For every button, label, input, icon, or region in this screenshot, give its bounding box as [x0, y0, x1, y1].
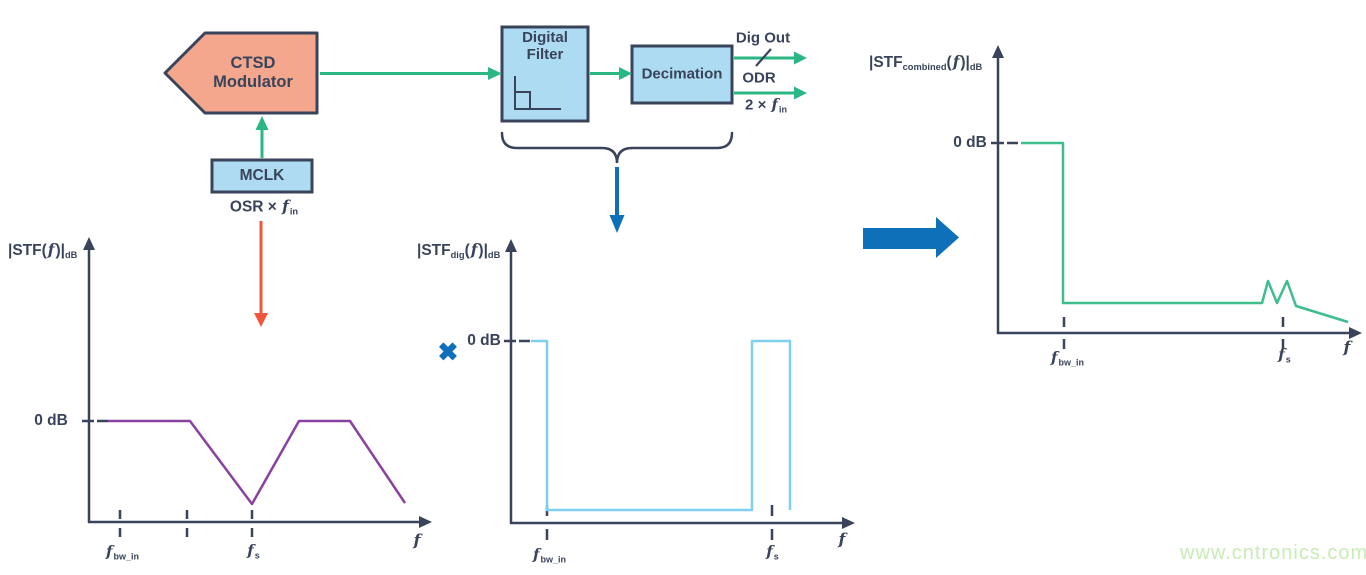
mclk-box	[210, 158, 314, 194]
plot-stf	[82, 237, 432, 537]
digital-filter-box	[500, 25, 590, 123]
bus-slash-mark	[755, 48, 772, 67]
y-axis-arrow-head	[83, 237, 95, 250]
y-axis-arrow-head	[505, 239, 517, 252]
lowpass-filter-icon	[514, 76, 561, 110]
plot-stf-combined	[991, 45, 1362, 349]
stf-dig-fs-tick-label: fs	[766, 542, 779, 562]
x-axis-arrow-head	[1349, 327, 1362, 339]
arrow-head	[794, 51, 807, 65]
arrow-head	[609, 215, 625, 233]
stf-combined-fs-tick-label: fs	[1278, 345, 1291, 365]
multiply-symbol: ✖	[437, 338, 459, 367]
filter-icon-axes	[514, 76, 561, 110]
x-axis-arrow-head	[842, 517, 855, 529]
digital-filter-label-line1: Digital	[522, 28, 568, 46]
modulator-to-filter-arrow	[320, 67, 502, 80]
x-axis-ticks	[1062, 317, 1285, 349]
stf-combined-zero-db-label: 0 dB	[953, 134, 987, 152]
decimation-box	[630, 44, 734, 105]
ctsd-modulator-label: CTSD Modulator	[213, 54, 293, 92]
stf-combined-f-axis-label: f	[1343, 337, 1351, 357]
filter-to-decimation-arrow	[590, 67, 632, 80]
arrow-head	[488, 67, 502, 80]
ctsd-modulator-label-line1: CTSD	[230, 54, 276, 73]
odr-label: ODR	[742, 69, 776, 87]
y-axis-arrow-head	[992, 45, 1004, 58]
plot-stf-dig	[504, 239, 855, 540]
ctsd-modulator-shape	[163, 31, 319, 115]
osr-rate-label: OSR × fin	[229, 196, 299, 217]
filter-icon-response	[515, 91, 531, 109]
arrow-head	[619, 67, 632, 80]
odr-arrow	[734, 86, 807, 100]
stf-fbwin-tick-label: fbw_in	[106, 542, 139, 562]
stf-dig-f-axis-label: f	[838, 529, 846, 549]
arrow-head	[255, 116, 269, 130]
stf-f-axis-label: f	[413, 530, 421, 550]
stf-axis-title: |STF(f)|dB	[8, 240, 78, 261]
grouping-brace	[500, 131, 734, 164]
stf-dig-curve	[531, 339, 792, 512]
odr-rate-label: 2 × fin	[745, 95, 787, 115]
x-axis-arrow-head	[419, 516, 432, 528]
watermark-text: www.cntronics.com	[1180, 542, 1366, 564]
stf-combined-curve	[1021, 141, 1349, 324]
stf-curve	[108, 419, 407, 506]
mclk-to-modulator-arrow	[255, 116, 269, 158]
stf-dig-axis-title: |STFdig(f)|dB	[417, 240, 501, 261]
stf-combined-axis-title: |STFcombined(f)|dB	[869, 52, 983, 73]
stf-zero-db-label: 0 dB	[34, 412, 68, 430]
mclk-rate-down-arrow	[254, 221, 268, 327]
stf-fs-tick-label: fs	[247, 541, 260, 561]
decimation-label: Decimation	[641, 65, 723, 83]
mclk-label: MCLK	[239, 167, 285, 185]
stf-combined-fbwin-tick-label: fbw_in	[1051, 348, 1084, 368]
stf-dig-zero-db-label: 0 dB	[467, 332, 501, 350]
digital-filter-label-line2: Filter	[526, 46, 564, 63]
ctsd-modulator-label-line2: Modulator	[213, 73, 293, 91]
arrow-head	[254, 313, 268, 327]
dig-out-label: Dig Out	[735, 29, 791, 47]
brace-down-arrow	[609, 167, 625, 233]
dig-out-arrow	[734, 51, 807, 65]
result-arrow	[863, 217, 959, 258]
arrow-head	[794, 86, 807, 100]
x-axis-ticks	[118, 510, 254, 537]
digital-filter-label: Digital Filter	[522, 29, 568, 64]
stf-dig-fbwin-tick-label: fbw_in	[533, 545, 566, 565]
